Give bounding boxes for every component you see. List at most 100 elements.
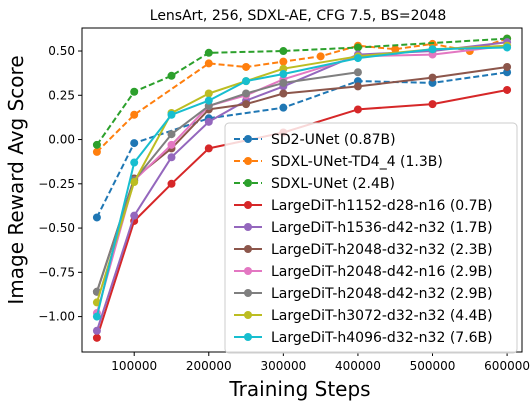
legend-label: SDXL-UNet (2.4B) [271, 176, 395, 192]
x-tick-label: 200000 [186, 359, 232, 373]
x-tick-label: 300000 [260, 359, 306, 373]
data-point [167, 153, 176, 162]
data-point [503, 85, 512, 94]
data-point [503, 62, 512, 71]
data-point [167, 179, 176, 188]
legend-label: LargeDiT-h3072-d32-n32 (4.4B) [271, 308, 493, 324]
data-point [167, 71, 176, 80]
legend-label: LargeDiT-h2048-d42-n32 (2.9B) [271, 286, 493, 302]
data-point [204, 48, 213, 57]
data-point [92, 333, 101, 342]
legend-swatch-marker [244, 245, 252, 253]
y-tick-label: 0.00 [48, 133, 75, 147]
data-point [391, 45, 400, 54]
legend-swatch-marker [244, 267, 252, 275]
legend-label: SDXL-UNet-TD4_4 (1.3B) [271, 154, 443, 170]
y-tick-label: −0.50 [38, 221, 75, 235]
legend-label: LargeDiT-h2048-d32-n32 (2.3B) [271, 242, 493, 258]
data-point [130, 158, 139, 167]
data-point [428, 73, 437, 82]
data-point [242, 62, 251, 71]
data-point [92, 147, 101, 156]
y-axis-title: Image Reward Avg Score [4, 55, 28, 304]
data-point [353, 68, 362, 77]
x-tick-label: 600000 [484, 359, 530, 373]
x-axis-title: Training Steps [228, 377, 370, 401]
data-point [130, 139, 139, 148]
x-tick-label: 500000 [410, 359, 456, 373]
series-9 [92, 43, 512, 321]
data-point [130, 178, 139, 187]
legend-swatch-marker [244, 157, 252, 165]
legend-entry: SD2-UNet (0.87B) [234, 132, 396, 148]
data-point [353, 43, 362, 52]
legend-label: LargeDiT-h1536-d42-n32 (1.7B) [271, 220, 493, 236]
data-point [92, 140, 101, 149]
legend-label: LargeDiT-h2048-d42-n16 (2.9B) [271, 264, 493, 280]
legend-entry: SDXL-UNet (2.4B) [234, 176, 395, 192]
data-point [242, 77, 251, 86]
data-point [428, 45, 437, 54]
legend-box [224, 122, 518, 354]
data-point [204, 117, 213, 126]
data-point [503, 43, 512, 52]
data-point [353, 54, 362, 63]
y-tick-label: 0.25 [48, 88, 75, 102]
legend-entry: LargeDiT-h1152-d28-n16 (0.7B) [234, 198, 493, 214]
legend-swatch-marker [244, 135, 252, 143]
legend-swatch-marker [244, 223, 252, 231]
y-tick-label: 0.50 [48, 44, 75, 58]
data-point [92, 326, 101, 335]
data-point [204, 89, 213, 98]
data-point [167, 110, 176, 119]
legend-entry: LargeDiT-h1536-d42-n32 (1.7B) [234, 220, 493, 236]
y-tick-label: −0.75 [38, 265, 75, 279]
y-tick-label: −1.00 [38, 310, 75, 324]
data-point [242, 100, 251, 109]
data-point [353, 82, 362, 91]
data-point [204, 144, 213, 153]
legend-entry: LargeDiT-h3072-d32-n32 (4.4B) [234, 308, 493, 324]
data-point [316, 52, 325, 61]
data-point [130, 211, 139, 220]
data-point [167, 130, 176, 139]
data-point [167, 140, 176, 149]
legend-label: LargeDiT-h4096-d32-n32 (7.6B) [271, 330, 493, 346]
data-point [279, 103, 288, 112]
data-point [92, 312, 101, 321]
legend-entry: LargeDiT-h4096-d32-n32 (7.6B) [234, 330, 493, 346]
legend-swatch-marker [244, 201, 252, 209]
x-tick-label: 100000 [111, 359, 157, 373]
legend-label: SD2-UNet (0.87B) [271, 132, 396, 148]
data-point [204, 96, 213, 105]
data-point [204, 59, 213, 68]
data-point [279, 47, 288, 56]
axis-ticks: 100000 200000 300000 400000 500000 600000 −1.0… [38, 44, 530, 373]
chart-title: LensArt, 256, SDXL-AE, CFG 7.5, BS=2048 [150, 8, 446, 24]
legend-entry: SDXL-UNet-TD4_4 (1.3B) [234, 154, 443, 170]
series-2 [92, 34, 512, 149]
legend-swatch-marker [244, 289, 252, 297]
data-point [242, 89, 251, 98]
legend-label: LargeDiT-h1152-d28-n16 (0.7B) [271, 198, 493, 214]
data-point [279, 78, 288, 87]
legend-entry: LargeDiT-h2048-d32-n32 (2.3B) [234, 242, 493, 258]
legend: SD2-UNet (0.87B) SDXL-UNet-TD4_4 (1.3B) SD… [224, 122, 518, 354]
data-point [130, 110, 139, 119]
x-tick-label: 400000 [335, 359, 381, 373]
data-point [428, 100, 437, 109]
legend-swatch-marker [244, 333, 252, 341]
legend-swatch-marker [244, 311, 252, 319]
legend-swatch-marker [244, 179, 252, 187]
y-tick-label: −0.25 [38, 177, 75, 191]
data-point [279, 89, 288, 98]
legend-entry: LargeDiT-h2048-d42-n16 (2.9B) [234, 264, 493, 280]
data-point [279, 70, 288, 79]
data-point [353, 105, 362, 114]
data-point [130, 87, 139, 96]
plot-area [92, 34, 512, 342]
data-point [92, 213, 101, 222]
legend-entry: LargeDiT-h2048-d42-n32 (2.9B) [234, 286, 493, 302]
